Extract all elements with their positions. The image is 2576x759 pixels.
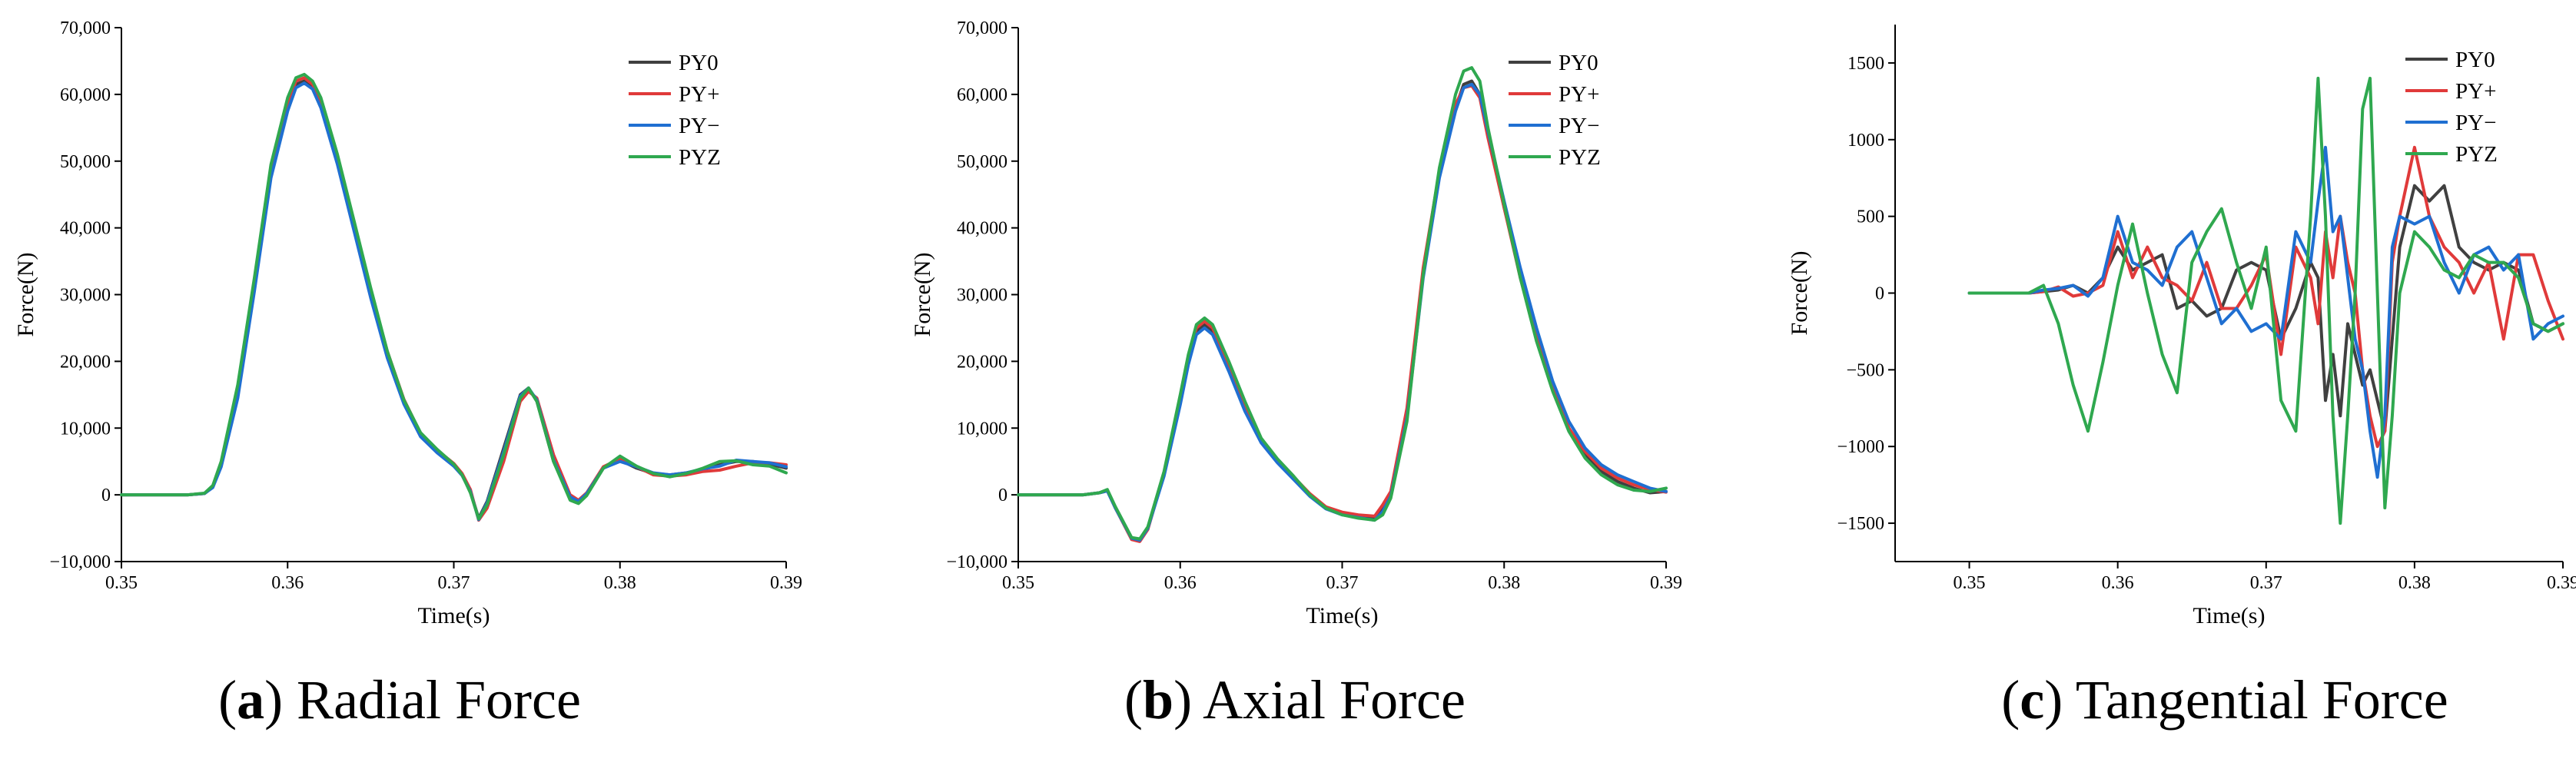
- series-line-PYplus: [1967, 145, 2564, 449]
- caption-letter-close: ) Tangential Force: [2044, 669, 2448, 731]
- y-tick-label: 20,000: [957, 352, 1007, 372]
- series-line-PYminus: [1967, 145, 2564, 479]
- caption-letter-bold: c: [2020, 669, 2044, 731]
- legend-label: PYZ: [1559, 145, 1601, 170]
- y-axis-title: Force(N): [1787, 251, 1812, 336]
- panel-caption: (c) Tangential Force: [2001, 669, 2448, 731]
- caption-letter: (: [218, 669, 237, 731]
- caption-letter-bold: a: [237, 669, 264, 731]
- y-tick-label: 50,000: [60, 152, 111, 172]
- y-tick-label: 40,000: [60, 219, 111, 239]
- caption-letter-close: ) Axial Force: [1173, 669, 1466, 731]
- legend-label: PY0: [2455, 48, 2495, 72]
- legend-label: PY−: [679, 114, 719, 138]
- y-tick-label: 10,000: [60, 419, 111, 439]
- y-tick-label: 30,000: [957, 286, 1007, 306]
- chart-panel-2: −1500 −1000 −500 0 500 1000 1500 0.35 0.36 0.37 0.…: [1787, 25, 2576, 731]
- chart-panel-0: −10,000 0 10,000 20,000 30,000 40,000 50,000 60…: [13, 18, 802, 731]
- y-tick-label: 50,000: [957, 152, 1007, 172]
- y-tick-label: 0: [1875, 284, 1884, 304]
- caption-letter-close: ) Radial Force: [264, 669, 581, 731]
- x-tick-label: 0.36: [1164, 573, 1197, 593]
- legend-label: PYZ: [679, 145, 721, 170]
- y-tick-label: 0: [101, 486, 111, 505]
- x-tick-label: 0.39: [2547, 573, 2576, 593]
- series-line-PYplus: [120, 76, 788, 522]
- y-axis-title: Force(N): [13, 253, 38, 337]
- y-tick-label: 20,000: [60, 352, 111, 372]
- y-tick-label: −10,000: [49, 552, 111, 572]
- caption-letter-bold: b: [1143, 669, 1173, 731]
- x-tick-label: 0.36: [2102, 573, 2134, 593]
- x-axis-title: Time(s): [418, 603, 490, 628]
- y-tick-label: 40,000: [957, 219, 1007, 239]
- y-tick-label: −1000: [1837, 437, 1884, 457]
- y-tick-label: 70,000: [60, 18, 111, 38]
- y-tick-label: 500: [1857, 207, 1884, 227]
- x-tick-label: 0.37: [438, 573, 470, 593]
- chart-panel-1: −10,000 0 10,000 20,000 30,000 40,000 50,000 60…: [910, 18, 1682, 731]
- panel-caption: (a) Radial Force: [218, 669, 581, 731]
- y-tick-label: 10,000: [957, 419, 1007, 439]
- x-tick-label: 0.35: [1002, 573, 1034, 593]
- legend-label: PY0: [679, 51, 719, 75]
- series-line-PYZ: [120, 72, 788, 521]
- y-tick-label: 60,000: [60, 85, 111, 105]
- x-tick-label: 0.36: [271, 573, 304, 593]
- legend-label: PY+: [679, 82, 719, 107]
- legend-label: PY−: [2455, 111, 2496, 135]
- y-tick-label: 1000: [1847, 131, 1884, 151]
- x-tick-label: 0.38: [2398, 573, 2431, 593]
- y-tick-label: −1500: [1837, 514, 1884, 534]
- series-line-PYZ: [1017, 66, 1668, 541]
- y-tick-label: 60,000: [957, 85, 1007, 105]
- legend-label: PY−: [1559, 114, 1599, 138]
- x-tick-label: 0.35: [1954, 573, 1986, 593]
- legend-label: PYZ: [2455, 142, 2498, 167]
- y-tick-label: 1500: [1847, 54, 1884, 74]
- x-axis-title: Time(s): [2193, 603, 2266, 628]
- x-tick-label: 0.39: [1650, 573, 1682, 593]
- y-tick-label: 70,000: [957, 18, 1007, 38]
- x-tick-label: 0.37: [2250, 573, 2282, 593]
- x-tick-label: 0.35: [105, 573, 138, 593]
- legend-label: PY+: [1559, 82, 1599, 107]
- x-tick-label: 0.38: [1488, 573, 1520, 593]
- series-line-PY0: [1967, 184, 2564, 433]
- series-line-PYZ: [1967, 76, 2564, 525]
- legend-label: PY0: [1559, 51, 1598, 75]
- x-tick-label: 0.39: [770, 573, 802, 593]
- y-axis-title: Force(N): [910, 253, 935, 337]
- y-tick-label: −500: [1846, 360, 1884, 380]
- x-tick-label: 0.38: [604, 573, 636, 593]
- y-tick-label: 0: [998, 486, 1007, 505]
- x-axis-title: Time(s): [1306, 603, 1379, 628]
- panel-caption: (b) Axial Force: [1124, 669, 1466, 731]
- caption-letter: (: [2001, 669, 2020, 731]
- y-tick-label: −10,000: [946, 552, 1007, 572]
- legend-label: PY+: [2455, 79, 2496, 104]
- caption-letter: (: [1124, 669, 1143, 731]
- x-tick-label: 0.37: [1326, 573, 1359, 593]
- y-tick-label: 30,000: [60, 286, 111, 306]
